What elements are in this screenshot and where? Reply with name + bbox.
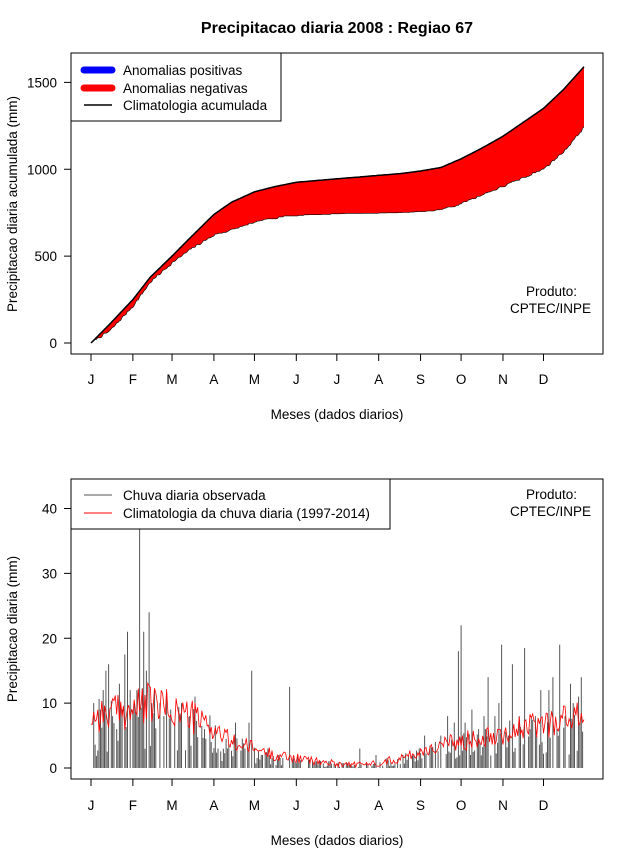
climatology-daily-line [90,681,585,769]
y-tick-label-bottom: 20 [42,631,57,646]
x-tick-label-top: F [129,372,137,387]
legend-label-climatology: Climatologia acumulada [123,98,268,113]
observed-cumulative-line [90,126,585,344]
legend-label-climatology-daily: Climatologia da chuva diaria (1997-2014) [123,506,370,521]
y-tick-label-bottom: 0 [49,761,57,776]
product-name-bottom: CPTEC/INPE [510,504,591,519]
x-tick-label-top: J [333,372,340,387]
y-tick-label-bottom: 30 [42,566,57,581]
x-tick-label-top: N [498,372,508,387]
x-tick-label-top: J [293,372,300,387]
x-tick-label-top: D [539,372,549,387]
x-tick-label-bottom: J [293,798,300,813]
y-axis-label-top: Precipitacao diaria acumulada (mm) [5,96,20,312]
y-tick-label-top: 1500 [27,75,57,90]
legend-top: Anomalias positivas Anomalias negativas … [70,52,282,122]
cumulative-chart: J F M A M J J A S O N D 0 500 1000 1500 Meses (dados d… [5,52,604,422]
x-tick-label-bottom: J [88,798,95,813]
chart-title: Precipitacao diaria 2008 : Regiao 67 [201,20,473,37]
legend-label-observed: Chuva diaria observada [123,488,266,503]
x-tick-label-bottom: D [539,798,549,813]
product-label-bottom: Produto: [526,487,577,502]
y-tick-label-bottom: 40 [42,502,57,517]
x-tick-label-bottom: M [166,798,177,813]
x-tick-label-top: A [209,372,218,387]
x-tick-label-bottom: S [416,798,425,813]
legend-label-negative: Anomalias negativas [123,81,248,96]
legend-label-positive: Anomalias positivas [123,63,243,78]
x-tick-label-bottom: A [374,798,383,813]
y-tick-label-top: 1000 [27,162,57,177]
y-tick-label-top: 500 [34,249,57,264]
x-tick-label-bottom: M [249,798,260,813]
x-tick-label-bottom: O [456,798,467,813]
x-axis-label-bottom: Meses (dados diarios) [271,833,404,848]
x-tick-label-bottom: A [209,798,218,813]
x-tick-label-top: M [166,372,177,387]
x-tick-label-top: S [416,372,425,387]
product-label-top: Produto: [526,284,577,299]
negative-anomaly-area [91,66,584,343]
x-tick-label-top: J [88,372,95,387]
x-tick-label-top: A [374,372,383,387]
legend-bottom: Chuva diaria observada Climatologia da c… [70,478,391,530]
y-tick-label-top: 0 [49,336,57,351]
climatology-cumulative-line [90,66,585,344]
x-tick-label-top: M [249,372,260,387]
x-tick-label-bottom: F [129,798,137,813]
daily-chart: J F M A M J J A S O N D 0 10 20 30 40 Meses (dados diar… [5,478,604,848]
x-tick-label-top: O [456,372,467,387]
x-tick-label-bottom: J [333,798,340,813]
x-tick-label-bottom: N [498,798,508,813]
product-name-top: CPTEC/INPE [510,301,591,316]
x-axis-label-top: Meses (dados diarios) [271,407,404,422]
y-tick-label-bottom: 10 [42,696,57,711]
legend-box-bottom [70,478,391,530]
y-axis-label-bottom: Precipitacao diaria (mm) [5,556,20,702]
